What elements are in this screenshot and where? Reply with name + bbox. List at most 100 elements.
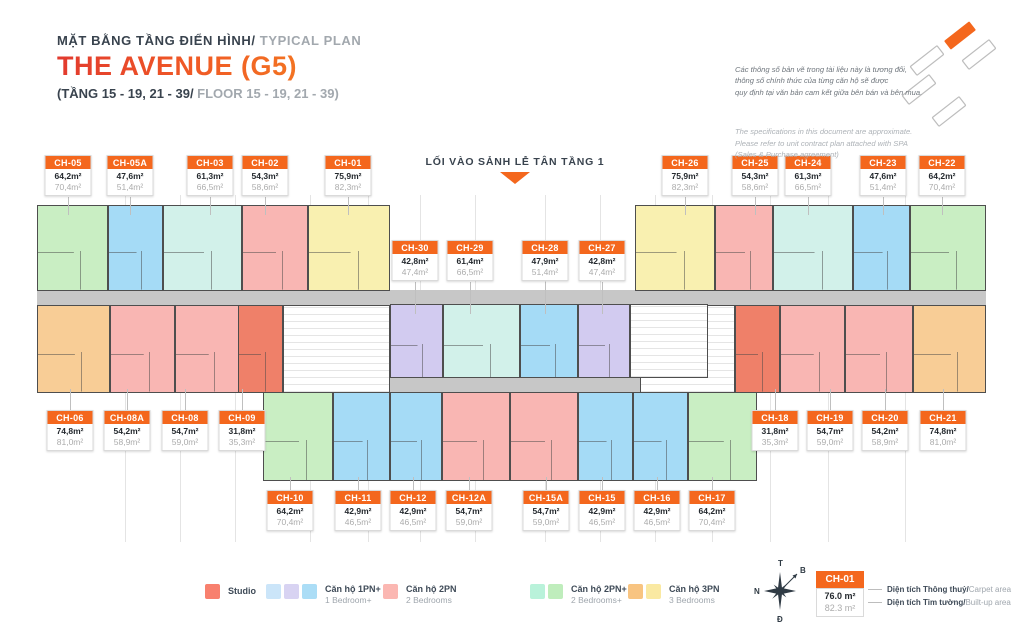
unit-builtup-area: 46,5m²	[399, 517, 427, 527]
legend-color-swatch	[205, 584, 220, 599]
unit-builtup-area: 35,3m²	[761, 437, 789, 447]
unit-id: CH-28	[522, 241, 568, 254]
legend-color-swatch	[646, 584, 661, 599]
corridor	[37, 290, 986, 306]
legend-color-swatch	[628, 584, 643, 599]
legend-color-swatch	[548, 584, 563, 599]
unit-builtup-area: 51,4m²	[116, 182, 144, 192]
unit-region-ch-16	[633, 392, 688, 481]
legend-label-vn: Căn hộ 2PN	[406, 584, 457, 594]
site-location-key	[902, 21, 996, 127]
unit-carpet-area: 47,6m²	[869, 171, 897, 181]
unit-carpet-area: 64,2m²	[276, 506, 304, 516]
unit-region-ch-06	[37, 305, 110, 393]
unit-builtup-area: 59,0m²	[816, 437, 844, 447]
unit-carpet-area: 31,8m²	[228, 426, 256, 436]
unit-builtup-area: 70,4m²	[54, 182, 82, 192]
label-leader-line	[185, 389, 186, 410]
legend-color-swatch	[530, 584, 545, 599]
unit-builtup-area: 70,4m²	[276, 517, 304, 527]
plan-subtitle: MẶT BẰNG TẦNG ĐIỂN HÌNH/ TYPICAL PLAN	[57, 33, 361, 48]
unit-id: CH-05A	[107, 156, 153, 169]
label-leader-line	[755, 197, 756, 215]
unit-id: CH-26	[662, 156, 708, 169]
unit-region-ch-26	[635, 205, 715, 291]
unit-id: CH-11	[335, 491, 381, 504]
label-leader-line	[712, 477, 713, 490]
unit-builtup-area: 35,3m²	[228, 437, 256, 447]
legend-text: Căn hộ 1PN+ 1 Bedroom+	[325, 584, 381, 606]
unit-id: CH-12A	[446, 491, 492, 504]
legend-text: Căn hộ 3PN 3 Bedrooms	[669, 584, 720, 606]
disclaimer-en: The specifications in this document are …	[735, 127, 913, 159]
label-leader-line	[68, 197, 69, 215]
unit-region-ch-20	[845, 305, 913, 393]
unit-carpet-area: 75,9m²	[671, 171, 699, 181]
unit-label-ch-01: CH-01 75,9m² 82,3m²	[324, 155, 372, 196]
unit-id: CH-10	[267, 491, 313, 504]
legend-item-c-n-h-2pn: Căn hộ 2PN 2 Bedrooms	[383, 584, 457, 606]
unit-builtup-area: 59,0m²	[455, 517, 483, 527]
label-leader-line	[127, 389, 128, 410]
builtup-area-label-vn: Diện tích Tim tường/	[887, 598, 966, 607]
service-core	[630, 304, 708, 378]
unit-region-ch-08	[175, 305, 240, 393]
unit-id: CH-22	[919, 156, 965, 169]
unit-builtup-area: 51,4m²	[531, 267, 559, 277]
unit-id: CH-18	[752, 411, 798, 424]
label-leader-line	[808, 197, 809, 215]
unit-label-ch-09: CH-09 31,8m² 35,3m²	[218, 410, 266, 451]
unit-label-ch-16: CH-16 42,9m² 46,5m²	[633, 490, 681, 531]
unit-label-ch-29: CH-29 61,4m² 66,5m²	[446, 240, 494, 281]
unit-id: CH-01	[325, 156, 371, 169]
unit-region-ch-15a	[510, 392, 578, 481]
unit-region-ch-22	[910, 205, 986, 291]
unit-builtup-area: 70,4m²	[928, 182, 956, 192]
key-connector-line	[868, 602, 882, 603]
unit-builtup-area: 58,6m²	[251, 182, 279, 192]
page-title: THE AVENUE (G5)	[57, 51, 361, 82]
legend-item-studio: Studio	[205, 584, 256, 599]
legend-label-en: 3 Bedrooms	[669, 594, 715, 605]
unit-id: CH-03	[187, 156, 233, 169]
unit-carpet-area: 61,3m²	[196, 171, 224, 181]
unit-label-ch-08a: CH-08A 54,2m² 58,9m²	[103, 410, 151, 451]
unit-id: CH-15A	[523, 491, 569, 504]
unit-carpet-area: 54,2m²	[871, 426, 899, 436]
label-leader-line	[265, 197, 266, 215]
label-leader-line	[602, 282, 603, 314]
plan-subtitle-en: TYPICAL PLAN	[255, 33, 362, 48]
unit-builtup-area: 66,5m²	[196, 182, 224, 192]
unit-id: CH-29	[447, 241, 493, 254]
unit-carpet-area: 64,2m²	[54, 171, 82, 181]
label-leader-line	[210, 197, 211, 215]
area-key-carpet-value: 76.0 m²	[824, 591, 856, 601]
legend-item-c-n-h-1pn+: Căn hộ 1PN+ 1 Bedroom+	[266, 584, 381, 606]
unit-builtup-area: 46,5m²	[588, 517, 616, 527]
unit-carpet-area: 61,3m²	[794, 171, 822, 181]
label-leader-line	[685, 197, 686, 215]
floor-range-en: FLOOR 15 - 19, 21 - 39)	[193, 86, 339, 101]
unit-region-ch-25	[715, 205, 773, 291]
entrance-label: LỐI VÀO SẢNH LỄ TÂN TẦNG 1	[425, 156, 605, 168]
unit-carpet-area: 42,8m²	[588, 256, 616, 266]
unit-label-ch-27: CH-27 42,8m² 47,4m²	[578, 240, 626, 281]
label-leader-line	[830, 389, 831, 410]
header: MẶT BẰNG TẦNG ĐIỂN HÌNH/ TYPICAL PLAN TH…	[57, 33, 361, 101]
legend-label-vn: Căn hộ 2PN+	[571, 584, 627, 594]
unit-region-ch-09	[238, 305, 283, 393]
unit-builtup-area: 82,3m²	[334, 182, 362, 192]
unit-region-ch-08a	[110, 305, 175, 393]
unit-label-ch-05a: CH-05A 47,6m² 51,4m²	[106, 155, 154, 196]
unit-id: CH-05	[45, 156, 91, 169]
unit-builtup-area: 58,6m²	[741, 182, 769, 192]
unit-region-ch-05	[37, 205, 108, 291]
unit-label-ch-26: CH-26 75,9m² 82,3m²	[661, 155, 709, 196]
unit-builtup-area: 70,4m²	[698, 517, 726, 527]
unit-region-ch-29	[443, 304, 520, 378]
unit-id: CH-06	[47, 411, 93, 424]
unit-builtup-area: 82,3m²	[671, 182, 699, 192]
label-leader-line	[470, 282, 471, 314]
unit-label-ch-15: CH-15 42,9m² 46,5m²	[578, 490, 626, 531]
label-leader-line	[130, 197, 131, 215]
